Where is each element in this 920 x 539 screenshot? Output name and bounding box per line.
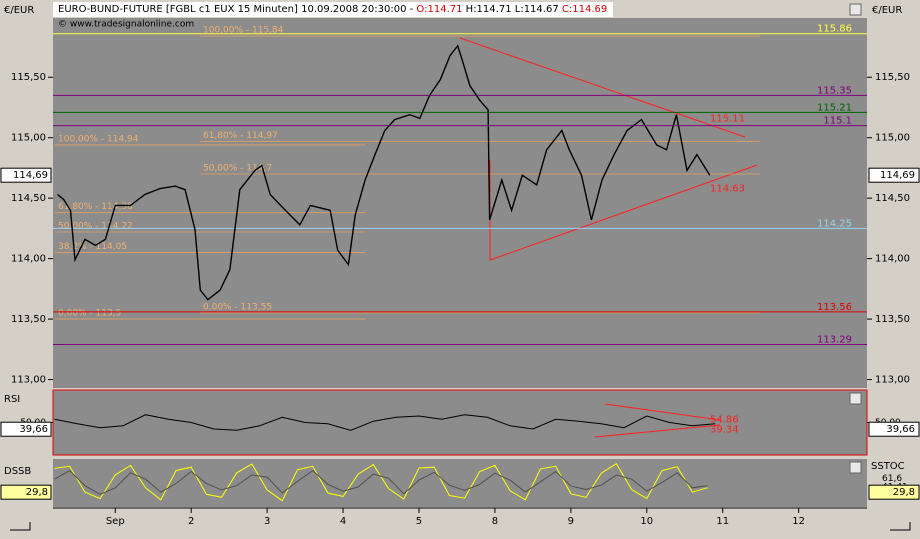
fib-label: 50,00% - 114,7 <box>203 163 272 173</box>
y-tick-label: 115,00 <box>875 133 910 144</box>
dssb-plot-bg <box>53 459 867 507</box>
scroll-arrow[interactable] <box>10 522 31 531</box>
level-label: 114.25 <box>817 218 852 229</box>
level-label: 115.1 <box>823 116 852 127</box>
scroll-arrow[interactable] <box>890 522 911 531</box>
info-bar <box>53 2 613 17</box>
last-value-label: 29,8 <box>26 487 48 498</box>
rsi-trend-line <box>594 424 721 438</box>
last-value-label: 114,69 <box>880 170 915 181</box>
y-tick-label: 115,50 <box>875 72 910 83</box>
rsi-plot-bg <box>52 389 868 456</box>
last-value-label: 39,66 <box>886 424 915 435</box>
right-value-label: 61,6 <box>882 474 902 484</box>
y-tick-label: 113,50 <box>875 314 910 325</box>
y-tick-label: 114,00 <box>11 254 46 265</box>
watermark: © www.tradesignalonline.com <box>58 20 194 30</box>
fib-label: 0,00% - 113,5 <box>58 309 121 319</box>
last-value-label: 29,8 <box>893 487 915 498</box>
x-tick-label: 10 <box>640 516 653 527</box>
y-tick-label: 115,50 <box>11 72 46 83</box>
last-value-box <box>868 167 920 183</box>
info-text: EURO-BUND-FUTURE [FGBL c1 EUX 15 Minuten… <box>58 4 607 15</box>
x-tick-label: 8 <box>492 516 498 527</box>
x-tick-label: Sep <box>106 516 125 527</box>
price-line <box>54 469 708 495</box>
fib-label: 100,00% - 114,94 <box>58 134 139 144</box>
y-tick-label: 114,50 <box>11 193 46 204</box>
trend-line <box>459 37 746 138</box>
fib-label: 61,80% - 114,38 <box>58 202 133 212</box>
y-tick-label: 115,00 <box>11 133 46 144</box>
level-label: 113.56 <box>817 302 852 313</box>
close-button[interactable] <box>849 3 862 16</box>
x-tick-label: 3 <box>264 516 270 527</box>
fib-label: 100,00% - 115,84 <box>203 26 284 36</box>
fib-label: 0,00% - 113,55 <box>203 303 272 313</box>
fib-label: 61,80% - 114,97 <box>203 131 278 141</box>
x-tick-label: 4 <box>340 516 346 527</box>
last-value-label: 114,69 <box>13 170 48 181</box>
level-label: 115.21 <box>817 102 852 113</box>
y-tick-label: 114,00 <box>875 254 910 265</box>
last-value-box <box>0 484 52 500</box>
last-value-box <box>868 421 920 437</box>
last-value-box <box>0 167 52 183</box>
y-tick-label: 113,00 <box>11 375 46 386</box>
x-tick-label: 2 <box>188 516 194 527</box>
trend-label: 115.11 <box>710 113 745 124</box>
trend-line <box>489 164 758 261</box>
info-low: L:114.67 <box>515 4 559 15</box>
panel-title: RSI <box>4 394 20 405</box>
last-value-label: 39,66 <box>19 424 48 435</box>
last-value-box <box>0 421 52 437</box>
trend-label: 114.63 <box>710 183 745 194</box>
x-tick-label: 9 <box>568 516 574 527</box>
last-value-box <box>868 484 920 500</box>
rsi-trend-line <box>604 403 721 421</box>
level-label: 115.86 <box>817 24 852 35</box>
info-open: O:114.71 <box>416 4 462 15</box>
panel-title-right: SSTOC <box>871 461 905 472</box>
fib-label: 38,2% - 114,05 <box>58 242 127 252</box>
info-high: H:114.71 <box>466 4 512 15</box>
x-tick-label: 5 <box>416 516 422 527</box>
price-line <box>54 414 716 431</box>
panel-title: DSSB <box>4 466 31 477</box>
y-tick-label: 114,50 <box>875 193 910 204</box>
y-tick-label: 113,50 <box>11 314 46 325</box>
main-plot-bg <box>53 18 867 388</box>
price-line <box>57 44 711 301</box>
level-label: 113.29 <box>817 334 852 345</box>
x-tick-label: 12 <box>792 516 805 527</box>
trend-label: 54.86 <box>710 414 739 425</box>
y-tick-label: 113,00 <box>875 375 910 386</box>
fib-label: 50,00% - 114,22 <box>58 222 133 232</box>
info-close: C:114.69 <box>562 4 607 15</box>
close-button[interactable] <box>849 461 862 474</box>
x-tick-label: 11 <box>716 516 729 527</box>
currency-right: €/EUR <box>872 5 902 16</box>
close-button[interactable] <box>849 392 862 405</box>
level-label: 115.35 <box>817 85 852 96</box>
trend-label: 39.34 <box>710 424 739 435</box>
info-title: EURO-BUND-FUTURE [FGBL c1 EUX 15 Minuten… <box>58 4 416 15</box>
currency-left: €/EUR <box>4 5 34 16</box>
